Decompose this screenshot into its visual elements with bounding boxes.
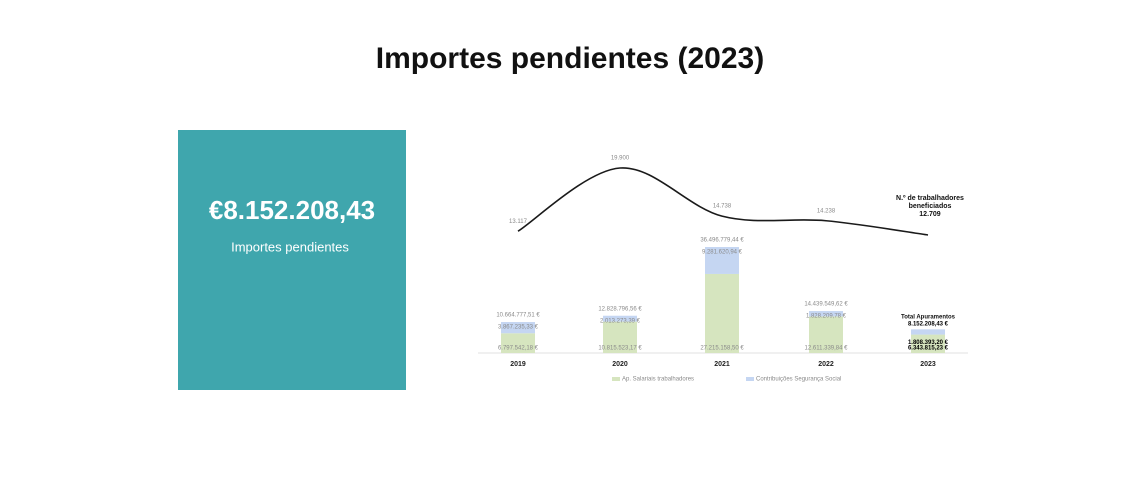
x-tick-label: 2022	[818, 361, 834, 368]
value-label: 6.797.542,18 €	[498, 346, 539, 352]
value-label: 10.815.523,17 €	[598, 346, 642, 352]
total-title: Total Apuramentos	[901, 315, 956, 321]
x-tick-label: 2020	[612, 361, 628, 368]
value-label: 1.808.393,20 €	[908, 340, 949, 346]
bar-segment	[501, 322, 535, 334]
value-label: 9.281.620,94 €	[702, 250, 743, 256]
card-value: €8.152.208,43	[209, 195, 375, 225]
value-label: 3.867.235,33 €	[498, 325, 539, 331]
bar-segment	[705, 273, 739, 353]
value-label: 1.828.209,78 €	[806, 314, 847, 320]
legend-swatch	[612, 377, 620, 381]
bar-segment	[603, 315, 637, 322]
line-annotation: N.º de trabalhadores beneficiados 12.709	[878, 195, 982, 219]
total-label: 12.828.796,56 €	[598, 306, 642, 312]
page-title: Importes pendientes (2023)	[376, 42, 764, 75]
value-label: 27.215.158,50 €	[700, 346, 744, 352]
x-tick-label: 2021	[714, 361, 730, 368]
value-label: 12.611.339,84 €	[805, 346, 849, 352]
line-label: 14.738	[713, 204, 732, 210]
legend-swatch	[746, 377, 754, 381]
bar-segment	[911, 334, 945, 353]
value-label: 6.343.815,23 €	[908, 346, 949, 352]
x-tick-label: 2019	[510, 361, 526, 368]
total-label: 36.496.779,44 €	[700, 238, 744, 244]
x-tick-label: 2023	[920, 361, 936, 368]
bar-segment	[911, 329, 945, 335]
bar-segment	[501, 333, 535, 353]
total-label: 10.664.777,51 €	[496, 313, 540, 319]
bar-segment	[809, 316, 843, 353]
bar-segment	[603, 321, 637, 353]
card-label: Importes pendientes	[231, 239, 349, 254]
bar-segment	[809, 311, 843, 317]
summary-card	[178, 130, 406, 390]
total-label: 14.439.549,62 €	[804, 302, 848, 308]
bar-segment	[705, 247, 739, 274]
line-name: N.º de trabalhadores beneficiados	[896, 195, 964, 210]
workers-line	[517, 167, 929, 236]
line-label: 13.117	[509, 219, 528, 225]
line-label: 14.238	[817, 208, 836, 214]
line-last-label: 12.709	[919, 211, 941, 218]
legend-label: Ap. Salariais trabalhadores	[622, 377, 694, 383]
line-label: 19.900	[611, 156, 630, 162]
legend-label: Contribuições Segurança Social	[756, 377, 841, 383]
total-label: 8.152.208,43 €	[908, 322, 949, 328]
value-label: 2.013.273,39 €	[600, 318, 641, 324]
